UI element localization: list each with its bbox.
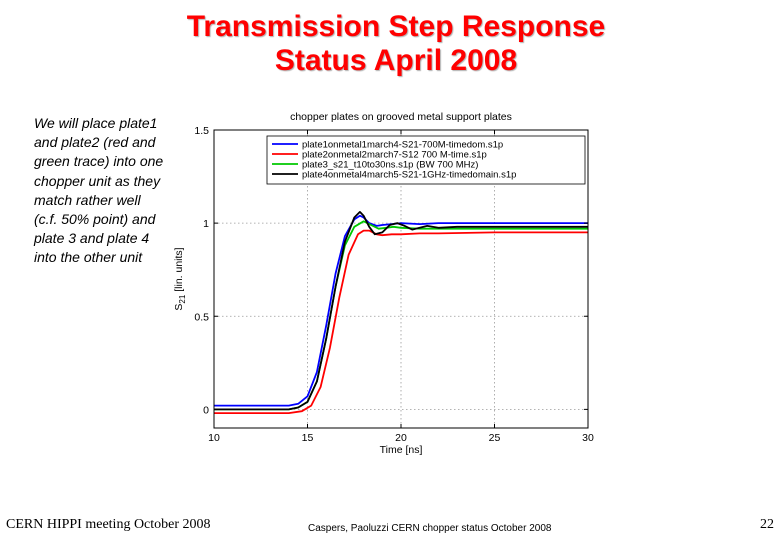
x-tick-label: 30 <box>582 432 594 444</box>
legend-label: plate4onmetal4march5-S21-1GHz-timedomain… <box>302 170 516 181</box>
legend-label: plate1onmetal1march4-S21-700M-timedom.s1… <box>302 140 503 151</box>
legend-label: plate2onmetal2march7-S12 700 M-time.s1p <box>302 150 487 161</box>
y-tick-label: 1.5 <box>194 125 209 137</box>
y-axis-label: S21 [lin. units] <box>173 247 187 310</box>
series-line-4 <box>214 211 588 411</box>
page-number: 22 <box>760 517 774 532</box>
slide-title-line-1: Transmission Step Response <box>186 10 606 43</box>
series-layer <box>214 211 588 415</box>
step-response-chart: 10 15 20 25 30 0 0.5 1 1.5 chopper plates on gro… <box>173 111 594 456</box>
legend: plate1onmetal1march4-S21-700M-timedom.s1… <box>266 135 586 185</box>
slide-title: Transmission Step Response Status April … <box>170 10 622 78</box>
x-tick-label: 20 <box>395 432 407 444</box>
x-axis-label: Time [ns] <box>380 444 423 456</box>
series-line-1 <box>214 214 588 407</box>
side-description: We will place plate1 and plate2 (red and… <box>34 115 164 266</box>
x-tick-label: 25 <box>489 432 501 444</box>
legend-box <box>266 135 586 185</box>
tick-layer: 10 15 20 25 30 0 0.5 1 1.5 <box>194 125 594 444</box>
x-tick-label: 15 <box>302 432 314 444</box>
y-tick-label: 0.5 <box>194 311 209 323</box>
series-line-2 <box>214 229 588 415</box>
slide-title-line-2: Status April 2008 <box>274 44 518 77</box>
grid-layer <box>214 130 588 428</box>
legend-label: plate3_s21_t10to30ns.s1p (BW 700 MHz) <box>302 160 478 171</box>
y-tick-label: 0 <box>203 404 209 416</box>
chart-title: chopper plates on grooved metal support … <box>290 111 512 123</box>
y-tick-label: 1 <box>203 218 209 230</box>
footer-authors: Caspers, Paoluzzi CERN chopper status Oc… <box>308 523 552 534</box>
footer-meeting: CERN HIPPI meeting October 2008 <box>6 517 211 532</box>
x-tick-label: 10 <box>208 432 220 444</box>
